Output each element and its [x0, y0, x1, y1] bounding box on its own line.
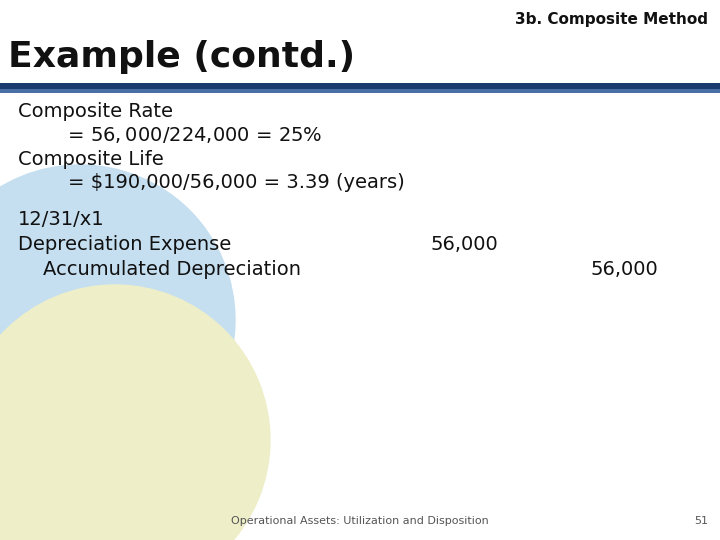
Text: = $190,000/56,000 = 3.39 (years): = $190,000/56,000 = 3.39 (years) [18, 173, 405, 192]
Text: Accumulated Depreciation: Accumulated Depreciation [18, 260, 301, 279]
Text: = $56,000/ $224,000 = 25%: = $56,000/ $224,000 = 25% [18, 125, 323, 145]
Text: 51: 51 [694, 516, 708, 526]
Circle shape [0, 165, 235, 475]
Text: Composite Life: Composite Life [18, 150, 163, 169]
Text: 3b. Composite Method: 3b. Composite Method [515, 12, 708, 27]
Text: Depreciation Expense: Depreciation Expense [18, 235, 231, 254]
Text: 56,000: 56,000 [590, 260, 658, 279]
Text: Example (contd.): Example (contd.) [8, 40, 355, 74]
Text: Operational Assets: Utilization and Disposition: Operational Assets: Utilization and Disp… [231, 516, 489, 526]
Bar [0, 83, 720, 89]
Text: 12/31/x1: 12/31/x1 [18, 210, 104, 229]
Circle shape [0, 285, 270, 540]
Bar [0, 89, 720, 93]
Text: Composite Rate: Composite Rate [18, 102, 173, 121]
Text: 56,000: 56,000 [430, 235, 498, 254]
